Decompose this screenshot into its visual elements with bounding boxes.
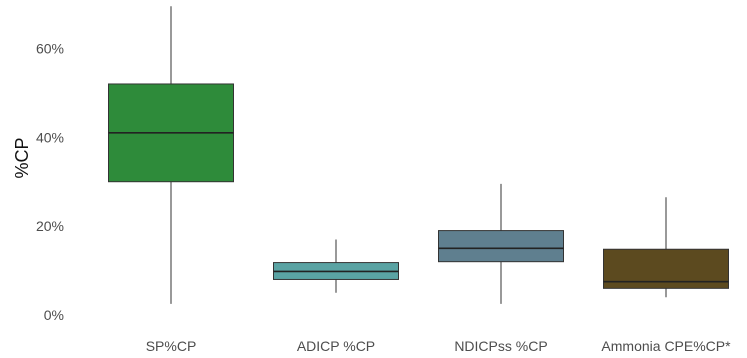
x-tick-label: Ammonia CPE%CP*	[601, 338, 731, 354]
y-tick-label: 20%	[36, 218, 64, 234]
x-axis: SP%CP ADICP %CP NDICPss %CP Ammonia CPE%CP*	[146, 338, 731, 354]
iqr-box	[438, 230, 564, 263]
y-tick-label: 40%	[36, 129, 64, 145]
y-tick-label: 0%	[44, 307, 64, 323]
box-3	[438, 183, 564, 304]
y-axis-title: %CP	[12, 137, 32, 178]
box-2	[273, 239, 399, 293]
box-4	[603, 197, 729, 298]
x-tick-label: SP%CP	[146, 338, 197, 354]
y-tick-label: 60%	[36, 40, 64, 56]
box-series	[108, 6, 729, 304]
y-axis: 0% 20% 40% 60%	[36, 40, 64, 323]
box-1	[108, 6, 234, 304]
x-tick-label: NDICPss %CP	[454, 338, 547, 354]
x-tick-label: ADICP %CP	[297, 338, 375, 354]
